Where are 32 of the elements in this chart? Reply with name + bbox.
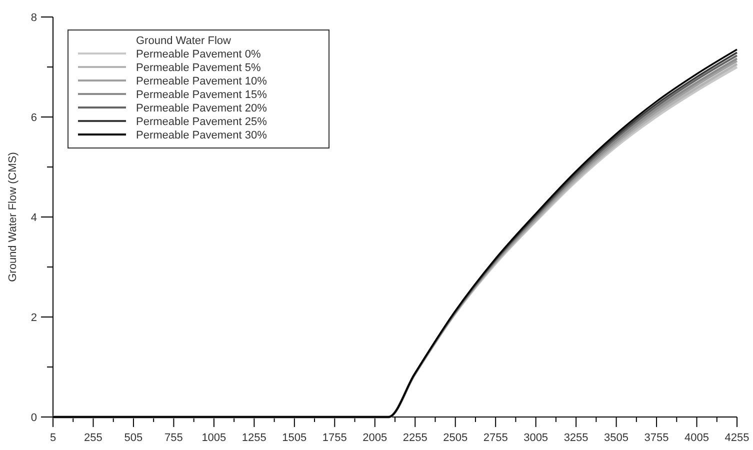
- x-tick-label: 1755: [322, 432, 347, 444]
- x-tick-label: 4005: [684, 432, 710, 444]
- x-tick-label: 1255: [242, 432, 266, 444]
- legend-label: Permeable Pavement 0%: [136, 48, 261, 60]
- legend-label: Permeable Pavement 20%: [136, 102, 268, 114]
- x-tick-label: 3255: [564, 432, 588, 444]
- x-tick-label: 2755: [483, 432, 508, 444]
- x-tick-label: 755: [164, 432, 183, 444]
- legend-label: Permeable Pavement 5%: [136, 62, 261, 74]
- legend-label: Permeable Pavement 10%: [136, 76, 268, 88]
- x-tick-label: 3005: [524, 432, 548, 444]
- x-tick-label: 255: [84, 432, 102, 444]
- legend-label: Permeable Pavement 30%: [136, 130, 268, 142]
- y-tick-label: 8: [30, 12, 37, 24]
- legend-title: Ground Water Flow: [136, 35, 232, 47]
- x-tick-label: 1505: [282, 432, 307, 444]
- x-tick-label: 2005: [362, 432, 388, 444]
- x-tick-label: 3505: [604, 432, 629, 444]
- y-tick-label: 4: [30, 212, 37, 224]
- y-axis-title: Ground Water Flow (CMS): [7, 152, 19, 282]
- y-tick-label: 2: [30, 312, 37, 324]
- x-tick-label: 505: [124, 432, 143, 444]
- legend-label: Permeable Pavement 15%: [136, 89, 268, 101]
- x-tick-label: 5: [50, 432, 56, 444]
- x-tick-label: 2505: [443, 432, 468, 444]
- y-tick-label: 0: [30, 412, 37, 424]
- x-tick-label: 2255: [402, 432, 428, 444]
- x-tick-label: 1005: [202, 432, 226, 444]
- y-tick-label: 6: [30, 112, 37, 124]
- legend-label: Permeable Pavement 25%: [136, 116, 268, 128]
- x-tick-label: 3755: [644, 432, 669, 444]
- x-tick-label: 4255: [724, 432, 750, 444]
